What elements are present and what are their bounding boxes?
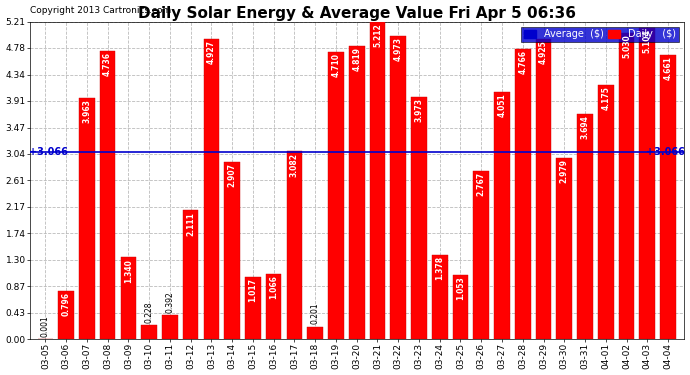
Text: Copyright 2013 Cartronics.com: Copyright 2013 Cartronics.com bbox=[30, 6, 171, 15]
Bar bbox=[100, 51, 115, 339]
Text: 0.228: 0.228 bbox=[145, 301, 154, 323]
Text: 2.111: 2.111 bbox=[186, 211, 195, 236]
Bar bbox=[59, 291, 74, 339]
Text: 5.104: 5.104 bbox=[643, 29, 652, 53]
Text: 0.001: 0.001 bbox=[41, 315, 50, 336]
Bar bbox=[453, 275, 469, 339]
Text: 3.973: 3.973 bbox=[415, 98, 424, 122]
Text: 3.963: 3.963 bbox=[82, 99, 91, 123]
Bar bbox=[640, 28, 655, 339]
Text: 1.053: 1.053 bbox=[456, 276, 465, 300]
Bar bbox=[432, 255, 448, 339]
Bar bbox=[535, 39, 551, 339]
Bar bbox=[349, 45, 364, 339]
Bar bbox=[411, 97, 427, 339]
Text: +3.066: +3.066 bbox=[29, 147, 68, 157]
Text: 0.201: 0.201 bbox=[310, 303, 319, 324]
Text: 2.767: 2.767 bbox=[477, 172, 486, 196]
Bar bbox=[308, 327, 323, 339]
Bar bbox=[204, 39, 219, 339]
Bar bbox=[619, 33, 634, 339]
Text: 4.766: 4.766 bbox=[518, 50, 527, 74]
Text: +3.066: +3.066 bbox=[646, 147, 684, 157]
Bar bbox=[79, 98, 95, 339]
Bar bbox=[286, 152, 302, 339]
Bar bbox=[183, 210, 199, 339]
Bar bbox=[245, 277, 261, 339]
Bar bbox=[578, 114, 593, 339]
Bar bbox=[121, 257, 136, 339]
Text: 5.030: 5.030 bbox=[622, 34, 631, 58]
Text: 1.066: 1.066 bbox=[269, 275, 278, 299]
Bar bbox=[598, 85, 613, 339]
Text: 1.017: 1.017 bbox=[248, 278, 257, 302]
Bar bbox=[556, 158, 572, 339]
Bar bbox=[162, 315, 178, 339]
Text: 2.907: 2.907 bbox=[228, 163, 237, 187]
Bar bbox=[494, 92, 510, 339]
Text: 5.212: 5.212 bbox=[373, 23, 382, 46]
Text: 0.796: 0.796 bbox=[61, 292, 70, 316]
Bar bbox=[391, 36, 406, 339]
Text: 3.694: 3.694 bbox=[580, 115, 589, 139]
Bar bbox=[370, 22, 385, 339]
Text: 2.979: 2.979 bbox=[560, 159, 569, 183]
Title: Daily Solar Energy & Average Value Fri Apr 5 06:36: Daily Solar Energy & Average Value Fri A… bbox=[138, 6, 575, 21]
Text: 0.392: 0.392 bbox=[166, 291, 175, 313]
Text: 4.927: 4.927 bbox=[207, 40, 216, 64]
Bar bbox=[266, 274, 282, 339]
Bar bbox=[141, 325, 157, 339]
Text: 4.051: 4.051 bbox=[497, 93, 506, 117]
Text: 4.736: 4.736 bbox=[104, 52, 112, 76]
Text: 1.378: 1.378 bbox=[435, 256, 444, 280]
Text: 4.710: 4.710 bbox=[331, 53, 340, 77]
Text: 1.340: 1.340 bbox=[124, 259, 133, 282]
Bar bbox=[473, 171, 489, 339]
Text: 4.819: 4.819 bbox=[352, 47, 362, 71]
Text: 4.175: 4.175 bbox=[601, 86, 610, 110]
Legend: Average  ($), Daily   ($): Average ($), Daily ($) bbox=[521, 27, 679, 42]
Bar bbox=[224, 162, 240, 339]
Text: 4.925: 4.925 bbox=[539, 40, 548, 64]
Bar bbox=[660, 55, 676, 339]
Bar bbox=[328, 52, 344, 339]
Text: 3.082: 3.082 bbox=[290, 153, 299, 177]
Bar bbox=[515, 49, 531, 339]
Text: 4.973: 4.973 bbox=[394, 38, 403, 62]
Text: 4.661: 4.661 bbox=[664, 56, 673, 80]
